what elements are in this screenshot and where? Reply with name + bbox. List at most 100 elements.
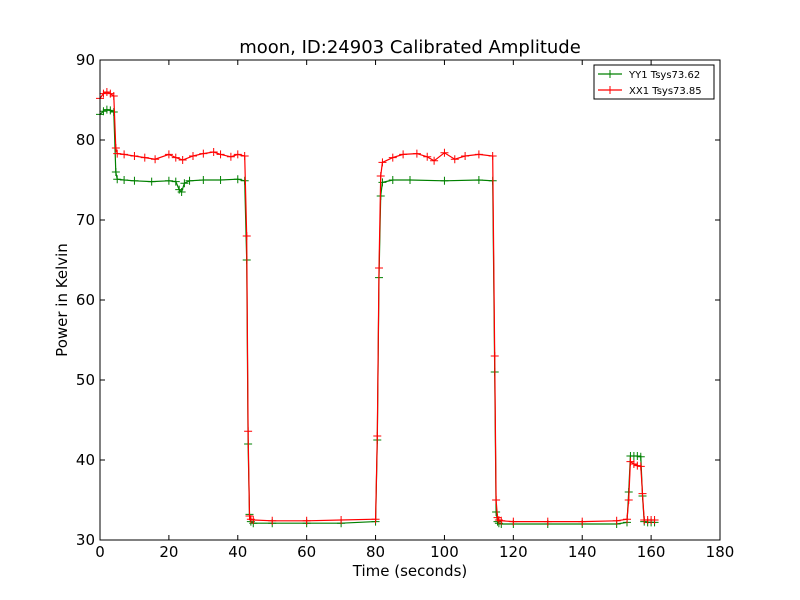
tick-layer: 0 20 40 60 80 100 120 140 160 180 30 40 50 60 70 80 90 [76,51,734,561]
plot-frame [99,59,721,541]
data-point [164,176,173,185]
data-point [102,105,111,114]
data-point [378,158,387,167]
data-point [375,264,383,272]
legend: YY1 Tsys73.62 XX1 Tsys73.85 [593,64,715,100]
data-point [185,176,194,185]
data-point [189,152,197,160]
data-point [636,452,645,461]
x-tick-label: 180 [706,543,735,561]
data-point [242,232,251,240]
data-point [109,92,118,100]
data-point [120,176,129,184]
data-point [633,461,642,470]
x-tick-label: 80 [366,543,385,561]
y-tick-label: 30 [76,531,95,549]
data-point [543,517,552,526]
data-point [216,150,225,159]
data-point [388,176,397,184]
data-point [440,176,449,185]
data-point [638,489,647,498]
data-point [371,515,380,524]
x-tick-label: 160 [637,543,666,561]
data-point [226,152,235,161]
data-point [130,152,139,160]
x-tick-label: 120 [499,543,528,561]
chart-title: moon, ID:24903 Calibrated Amplitude [239,37,581,58]
series-2 [96,88,659,526]
data-point [113,149,122,158]
data-point [629,460,638,468]
data-point [302,516,311,525]
x-tick-label: 60 [297,543,316,561]
data-point [233,175,242,184]
data-point [180,179,189,188]
data-point [474,150,483,159]
data-point [102,88,111,96]
legend-entries: YY1 Tsys73.62 XX1 Tsys73.85 [598,70,702,97]
data-point [373,432,382,440]
data-point [113,175,122,184]
data-point [497,516,506,525]
data-point [423,152,432,161]
data-point [99,107,108,116]
data-point [164,150,173,159]
y-tick-label: 60 [76,291,95,309]
x-axis-label: Time (seconds) [352,562,468,580]
data-point [140,153,149,162]
x-tick-label: 140 [568,543,597,561]
data-point [337,516,346,524]
y-tick-label: 90 [76,51,95,69]
data-point [177,188,186,196]
data-point [171,153,180,162]
data-point [111,144,120,152]
legend-marker [606,70,614,78]
legend-box [593,64,715,100]
data-point [488,152,497,160]
y-tick-label: 80 [76,131,95,149]
data-point [624,496,633,504]
data-point [450,155,459,164]
data-point [474,176,483,184]
data-point [147,177,156,186]
y-tick-label: 50 [76,371,95,389]
data-point [199,149,208,158]
x-tick-label: 100 [430,543,459,561]
data-point [240,152,249,160]
data-point [268,516,277,525]
data-point [430,156,439,165]
data-point [378,178,387,187]
data-point [492,496,501,504]
legend-entry: YY1 Tsys73.62 [598,70,700,81]
data-point [578,517,587,526]
data-point [171,177,180,186]
series-line [99,91,655,523]
data-point [650,516,659,524]
y-tick-label: 40 [76,451,95,469]
legend-label: YY1 Tsys73.62 [628,70,700,81]
data-point [406,176,414,184]
data-point [120,150,129,159]
data-point [216,176,225,184]
x-tick-label: 40 [228,543,247,561]
y-tick-label: 70 [76,211,95,229]
data-point [233,150,242,159]
data-point [151,155,160,164]
x-tick-label: 20 [159,543,178,561]
legend-entry: XX1 Tsys73.85 [598,86,702,97]
data-point [388,153,397,162]
data-point [636,462,645,471]
data-point [106,106,115,115]
data-point [376,172,385,180]
data-point [178,156,187,164]
y-axis-label: Power in Kelvin [53,243,71,357]
series-layer [96,88,659,528]
data-point [244,427,253,436]
legend-marker [606,86,614,94]
data-point [199,176,208,184]
data-point [399,150,408,159]
data-point [461,152,470,160]
data-point [99,89,108,98]
data-point [440,148,449,157]
